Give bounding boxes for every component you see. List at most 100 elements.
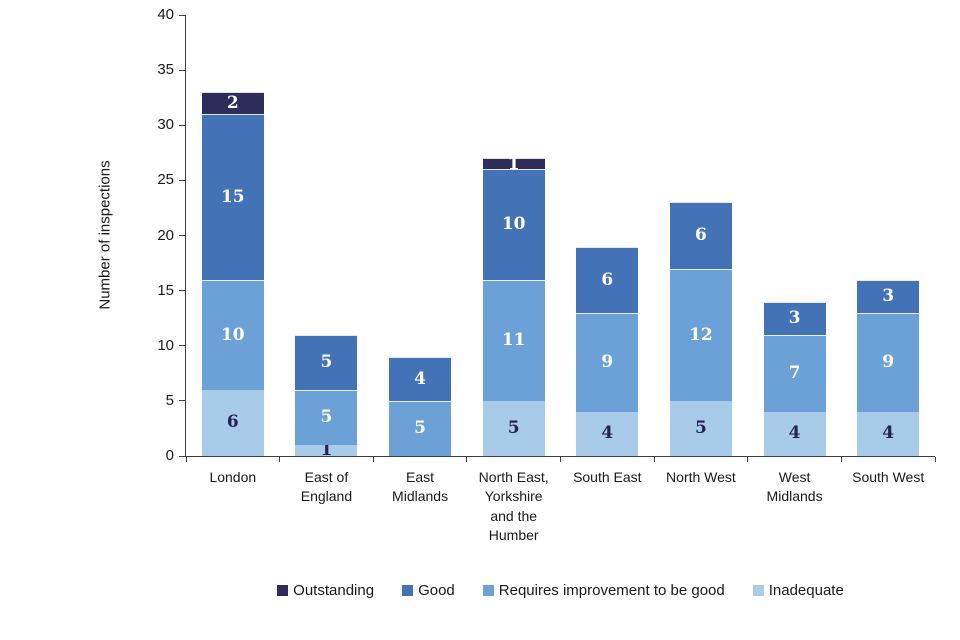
x-axis-tick: [934, 457, 936, 462]
legend-item-requires-improvement-to-be-good: Requires improvement to be good: [482, 581, 725, 599]
bar-segment-requires-improvement-to-be-good: 12: [669, 268, 732, 401]
y-tick-label: 40: [157, 6, 174, 23]
y-tick-label: 30: [157, 116, 174, 134]
y-axis-line: [185, 15, 186, 457]
x-axis-tick: [185, 457, 187, 462]
bar-segment-inadequate: 4: [763, 411, 826, 456]
bar-segment-inadequate: 4: [857, 411, 920, 456]
x-category-label: East Midlands: [392, 469, 449, 505]
bar-segment-requires-improvement-to-be-good: 5: [389, 400, 452, 456]
bar-segment-good: 15: [201, 114, 264, 280]
bar-segment-requires-improvement-to-be-good: 5: [295, 389, 358, 445]
bar-value-label: 6: [601, 269, 614, 290]
bar-value-label: 5: [320, 352, 333, 373]
bar-segment-requires-improvement-to-be-good: 11: [482, 279, 545, 401]
legend-item-good: Good: [402, 582, 455, 599]
x-axis-tick: [560, 457, 561, 462]
bar-value-label: 9: [601, 352, 614, 373]
bar-segment-good: 6: [576, 246, 639, 313]
bar-segment-good: 3: [763, 301, 826, 335]
bar-value-label: 3: [788, 308, 801, 329]
bar-value-label: 12: [689, 324, 713, 345]
legend: Outstanding Good Requires improvement to b…: [186, 577, 935, 603]
bar-value-label: 4: [601, 423, 614, 444]
legend-swatch-icon: [402, 584, 414, 596]
x-category-label: North West: [666, 469, 736, 485]
x-category-label: South East: [573, 469, 642, 485]
y-tick-label: 15: [157, 281, 174, 299]
bar-value-label: 6: [226, 412, 239, 433]
legend-label: Outstanding: [293, 581, 375, 599]
bar-value-label: 11: [501, 330, 526, 351]
y-axis-tick: [179, 455, 185, 457]
legend-swatch-icon: [752, 584, 764, 596]
bar-value-label: 9: [882, 352, 895, 373]
legend-label: Requires improvement to be good: [498, 581, 725, 599]
bar-value-label: 1: [507, 153, 520, 174]
x-axis-tick: [653, 457, 655, 462]
bar-segment-good: 5: [295, 334, 358, 390]
x-axis-tick: [840, 457, 842, 462]
bar-value-label: 5: [695, 417, 707, 438]
bar-value-label: 5: [414, 418, 426, 439]
bar-value-label: 7: [788, 363, 801, 384]
y-tick-label: 35: [157, 61, 174, 79]
bar-segment-requires-improvement-to-be-good: 10: [201, 279, 264, 390]
legend-swatch-icon: [277, 584, 289, 596]
legend-item-inadequate: Inadequate: [752, 581, 844, 599]
bar-segment-good: 3: [857, 279, 920, 313]
y-tick-label: 0: [165, 447, 174, 464]
y-tick-label: 10: [157, 336, 174, 354]
y-tick-label: 5: [165, 391, 174, 409]
bar-segment-outstanding: 1: [482, 155, 545, 172]
y-axis-tick: [179, 345, 185, 347]
bar-value-label: 4: [882, 423, 895, 444]
bar-value-label: 3: [882, 286, 895, 307]
bar-segment-inadequate: 5: [482, 400, 545, 456]
y-axis-tick: [179, 235, 185, 236]
bar-value-label: 15: [220, 186, 245, 207]
bar-segment-good: 4: [389, 356, 452, 401]
x-axis-tick: [279, 457, 281, 462]
bar-value-label: 2: [226, 93, 239, 114]
y-axis-title: Number of inspections: [96, 160, 114, 310]
bar-segment-inadequate: 6: [201, 389, 264, 456]
bar-value-label: 6: [695, 225, 707, 246]
y-axis-tick: [179, 400, 185, 402]
legend-label: Inadequate: [768, 581, 844, 599]
x-category-label: East of England: [300, 469, 353, 505]
bar-segment-inadequate: 4: [576, 411, 639, 456]
y-axis-tick: [179, 290, 185, 292]
y-tick-label: 25: [157, 171, 174, 189]
bar-value-label: 10: [501, 214, 526, 235]
bar-value-label: 5: [320, 407, 333, 428]
bar-segment-inadequate: 5: [669, 400, 732, 456]
y-axis-tick: [179, 14, 185, 16]
bar-value-label: 1: [320, 439, 333, 460]
x-axis-tick: [372, 457, 374, 462]
bar-segment-inadequate: 1: [295, 439, 358, 460]
bar-segment-outstanding: 2: [201, 92, 264, 115]
x-axis-line: [186, 456, 935, 457]
bar-value-label: 4: [788, 423, 801, 444]
y-axis-tick: [179, 179, 185, 181]
y-tick-label: 20: [157, 226, 174, 244]
y-axis-tick: [179, 69, 185, 71]
bar-value-label: 4: [414, 368, 426, 389]
y-axis-tick: [179, 124, 185, 126]
bar-segment-good: 6: [669, 202, 732, 269]
bar-segment-good: 10: [482, 169, 545, 280]
x-axis-tick: [466, 457, 468, 462]
bar-value-label: 5: [507, 417, 520, 438]
x-category-label: West Midlands: [766, 469, 823, 505]
x-category-label: North East, Yorkshire and the Humber: [478, 469, 549, 543]
legend-label: Good: [418, 581, 455, 599]
bar-segment-requires-improvement-to-be-good: 9: [857, 312, 920, 412]
bar-segment-requires-improvement-to-be-good: 7: [763, 334, 826, 412]
legend-item-outstanding: Outstanding: [277, 582, 374, 599]
legend-swatch-icon: [482, 584, 494, 596]
bar-segment-requires-improvement-to-be-good: 9: [576, 312, 639, 412]
bar-value-label: 10: [220, 324, 245, 345]
x-category-label: South West: [852, 469, 925, 485]
